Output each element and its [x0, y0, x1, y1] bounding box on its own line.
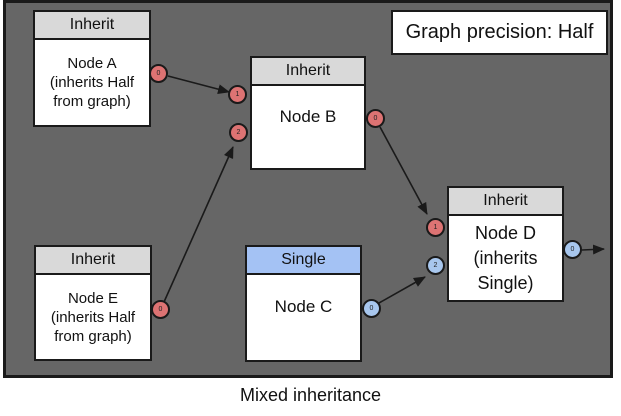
node-e: Inherit Node E (inherits Half from graph… [34, 245, 152, 361]
node-a: Inherit Node A (inherits Half from graph… [33, 10, 151, 127]
node-d-precision-header: Inherit [449, 188, 562, 216]
port-node-b-input-2: 2 [229, 123, 248, 142]
port-node-d-input-2: 2 [426, 256, 445, 275]
node-e-title: Node E (inherits Half from graph) [50, 289, 136, 345]
port-node-d-input-1: 1 [426, 218, 445, 237]
node-b: Inherit Node B [250, 56, 366, 170]
node-b-title: Node B [279, 106, 337, 126]
node-c-title: Node C [274, 297, 333, 316]
port-node-b-input-1: 1 [228, 85, 247, 104]
node-a-title: Node A (inherits Half from graph) [49, 55, 135, 110]
port-node-c-output-0: 0 [362, 299, 381, 318]
node-c: Single Node C [245, 245, 362, 362]
port-node-d-output-0: 0 [563, 240, 582, 259]
graph-precision-label: Graph precision: Half [391, 10, 608, 55]
port-node-a-output-0: 0 [149, 64, 168, 83]
node-e-precision-header: Inherit [36, 247, 150, 275]
node-b-precision-header: Inherit [252, 58, 364, 86]
diagram-caption: Mixed inheritance [239, 385, 382, 405]
graph-precision-text: Graph precision: Half [405, 21, 594, 43]
node-d-title: Node D (inherits Single) [473, 222, 538, 293]
port-node-b-output-0: 0 [366, 109, 385, 128]
node-d: Inherit Node D (inherits Single) [447, 186, 564, 302]
node-a-precision-header: Inherit [35, 12, 149, 40]
port-node-e-output-0: 0 [151, 300, 170, 319]
node-c-precision-header: Single [247, 247, 360, 275]
